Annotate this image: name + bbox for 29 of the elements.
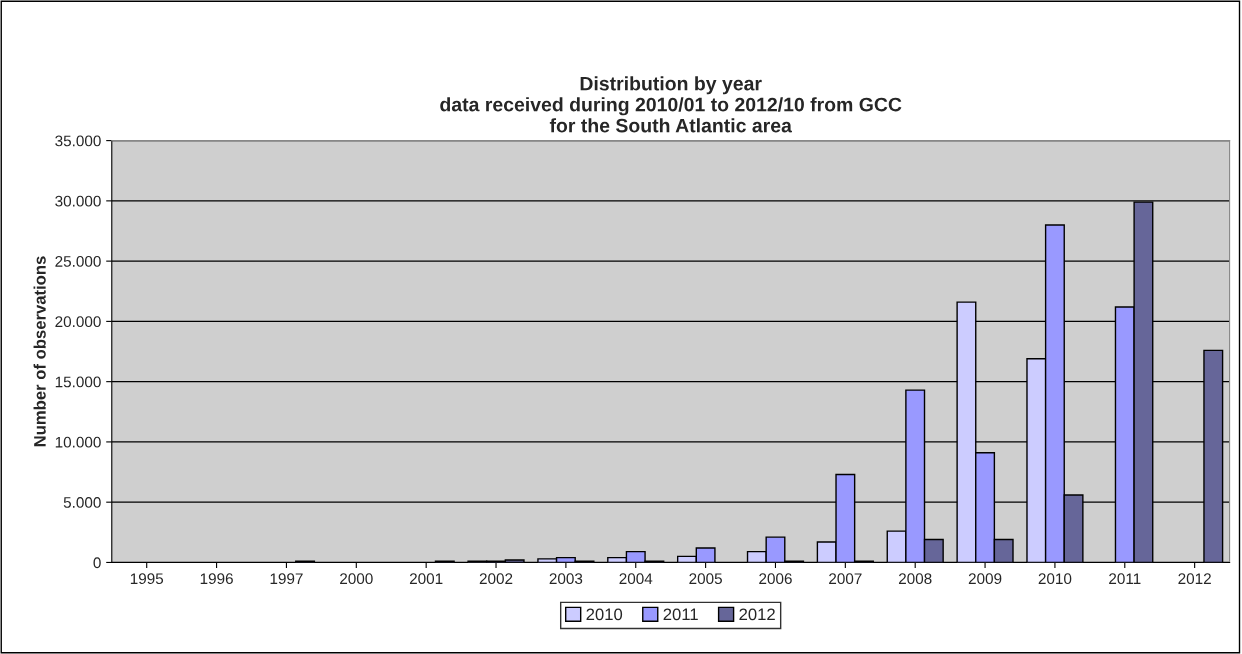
x-tick-label: 1996 [200,573,233,585]
x-tick-label: 2012 [1178,573,1211,585]
x-tick-label: 2003 [549,573,583,585]
x-tick-label: 2000 [340,573,373,585]
legend-label: 2012 [739,608,775,621]
x-tick-label: 2008 [898,573,932,585]
x-tick-label: 2001 [409,573,443,585]
y-tick-label: 5.000 [63,497,101,508]
y-tick-label: 15.000 [55,376,101,388]
x-tick-label: 2010 [1038,573,1072,585]
x-tick-label: 2006 [759,573,792,585]
chart-title: Distribution by year data received during 2010/01 to 2012/10 from GCC for the South Atlantic area [440,76,902,133]
x-tick-label: 2007 [829,573,862,585]
y-axis-title: Number of observations [33,256,46,447]
y-tick-label: 0 [93,557,101,569]
x-tick-label: 1997 [270,573,303,585]
y-tick-label: 30.000 [55,195,101,207]
y-tick-label: 35.000 [55,135,101,147]
x-tick-label: 2009 [968,573,1002,585]
x-tick-label: 2004 [619,573,653,585]
x-tick-label: 2002 [479,573,513,585]
x-tick-label: 2011 [1109,573,1141,585]
y-tick-label: 25.000 [55,256,101,267]
x-tick-label: 2005 [689,573,722,585]
x-tick-label: 1995 [130,573,164,585]
legend-label: 2011 [663,608,698,621]
legend-label: 2010 [586,608,623,621]
y-tick-label: 10.000 [55,436,101,448]
y-tick-label: 20.000 [55,316,101,328]
